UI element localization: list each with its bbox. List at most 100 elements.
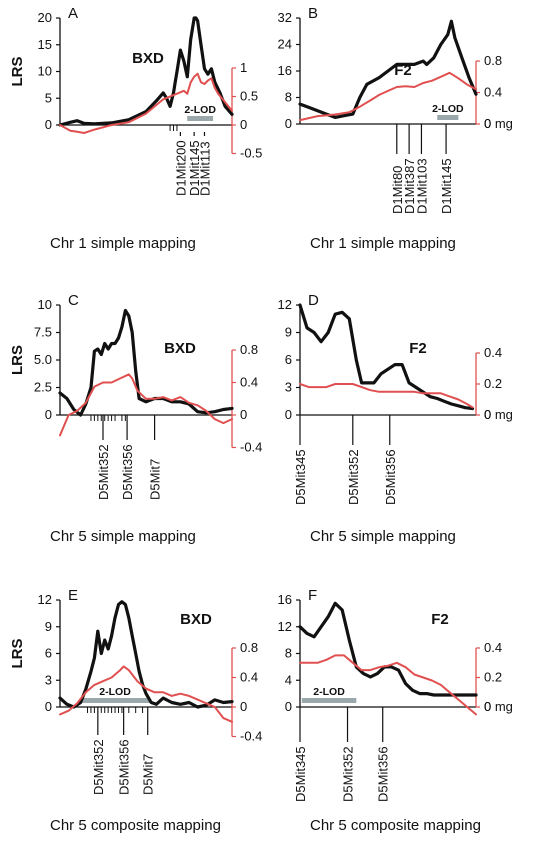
panel-caption: Chr 5 simple mapping	[50, 528, 196, 545]
lrs-series-line	[58, 308, 234, 417]
right-tick-label: 0.8	[240, 342, 258, 357]
marker-label: D5Mit345	[293, 746, 308, 802]
panel-letter: B	[308, 5, 318, 22]
right-tick-label: -0.4	[240, 440, 262, 455]
marker-label: D5Mit7	[141, 754, 156, 795]
panel-f: 0 4 8 12 16 0 0.2 0.4 0 mg F F2 D5Mit345 D5Mit352 D5M…	[278, 587, 513, 834]
right-tick-label: 0	[484, 407, 491, 422]
left-tick-label: 6	[45, 646, 52, 661]
left-tick-label: 12	[38, 592, 52, 607]
panel-title: F2	[431, 611, 449, 628]
left-tick-label: 24	[278, 37, 292, 52]
panel-letter: A	[68, 5, 78, 22]
left-tick-label: 0	[285, 699, 292, 714]
marker-label: D1Mit80	[390, 166, 405, 214]
right-tick-label: 0	[240, 407, 247, 422]
panel-letter: D	[308, 292, 319, 309]
right-tick-label: 0.4	[484, 640, 502, 655]
left-tick-label: 12	[278, 297, 292, 312]
marker-label: D1Mit113	[197, 141, 212, 196]
left-tick-label: 32	[278, 10, 292, 25]
right-tick-label: 0.4	[240, 375, 258, 390]
marker-label: D5Mit352	[341, 746, 356, 802]
left-tick-label: 5	[45, 90, 52, 105]
right-tick-label: 0.8	[240, 640, 258, 655]
panel-d: 0 3 6 9 12 0 0.2 0.4 0 mg D F2 D5Mit345 D5Mit352 D5Mi…	[278, 292, 513, 545]
lrs-series-line	[298, 19, 478, 120]
right-tick-label: 0.4	[240, 670, 258, 685]
left-tick-label: 0	[45, 699, 52, 714]
right-axis-unit: 0 mg	[484, 407, 513, 422]
right-tick-label: 0.2	[484, 376, 502, 391]
right-tick-label: 0.4	[484, 85, 502, 100]
lod-interval-bar	[437, 115, 459, 120]
effect-series-line	[299, 383, 474, 409]
effect-series-line	[59, 373, 233, 437]
left-tick-label: 20	[38, 10, 52, 25]
left-tick-label: 8	[285, 90, 292, 105]
right-tick-label: 1	[240, 60, 247, 75]
left-tick-label: 0	[285, 407, 292, 422]
right-tick-label: 0	[484, 699, 491, 714]
right-tick-label: 0.8	[484, 53, 502, 68]
panel-title: F2	[409, 340, 427, 357]
left-tick-label: 10	[38, 297, 52, 312]
panel-c: 0 2.5 5.0 7.5 10 -0.4 0 0.4 0.8 LRS C BXD D5Mit352 D5…	[9, 292, 262, 545]
marker-label: D5Mit356	[376, 746, 391, 802]
lod-label: 2-LOD	[313, 686, 345, 698]
panel-caption: Chr 5 composite mapping	[50, 817, 221, 834]
lod-label: 2-LOD	[99, 686, 131, 698]
marker-label: D1Mit387	[402, 158, 417, 214]
panel-title: BXD	[180, 611, 212, 628]
left-tick-label: 9	[45, 619, 52, 634]
left-tick-label: 12	[278, 619, 292, 634]
effect-series-line	[59, 665, 233, 723]
left-tick-label: 3	[285, 380, 292, 395]
effect-series-line	[299, 71, 477, 122]
panel-caption: Chr 5 simple mapping	[310, 528, 456, 545]
right-tick-label: -0.4	[240, 729, 262, 744]
marker-label: D1Mit145	[187, 140, 202, 196]
right-axis-unit: 0 mg	[484, 699, 513, 714]
left-tick-label: 0	[285, 116, 292, 131]
marker-label: D5Mit352	[91, 739, 106, 795]
marker-label: D5Mit352	[96, 444, 111, 500]
lod-interval-bar	[80, 698, 150, 703]
right-tick-label: 0	[240, 699, 247, 714]
left-tick-label: 16	[278, 63, 292, 78]
lod-interval-bar	[187, 116, 214, 121]
lrs-series-line	[58, 16, 234, 127]
marker-label: D5Mit356	[117, 739, 132, 795]
panel-letter: C	[68, 292, 79, 309]
left-tick-label: 6	[285, 352, 292, 367]
left-tick-label: 16	[278, 592, 292, 607]
panel-title: BXD	[164, 340, 196, 357]
marker-label: D1Mit103	[414, 158, 429, 214]
lrs-series-line	[298, 601, 478, 697]
y-axis-label: LRS	[9, 639, 26, 669]
y-axis-label: LRS	[9, 345, 26, 375]
panel-a: 0 5 10 15 20 -0.5 0 0.5 1 LRS A BXD D1Mit200D1Mit145…	[9, 5, 262, 252]
panel-caption: Chr 5 composite mapping	[310, 817, 481, 834]
left-tick-label: 3	[45, 672, 52, 687]
panel-letter: E	[68, 587, 78, 604]
panel-title: BXD	[132, 50, 164, 67]
right-axis-unit: 0 mg	[484, 116, 513, 131]
y-axis-label: LRS	[9, 57, 26, 87]
marker-label: D1Mit200	[173, 140, 188, 196]
panel-caption: Chr 1 simple mapping	[310, 235, 456, 252]
left-tick-label: 9	[285, 325, 292, 340]
left-tick-label: 0	[45, 117, 52, 132]
right-tick-label: 0	[240, 117, 247, 132]
right-tick-label: -0.5	[240, 146, 262, 161]
effect-series-line	[59, 72, 233, 134]
lod-label: 2-LOD	[432, 103, 464, 115]
lrs-series-line	[298, 303, 475, 411]
marker-label: D5Mit356	[120, 444, 135, 500]
marker-label: D5Mit356	[383, 449, 398, 505]
right-tick-label: 0.5	[240, 89, 258, 104]
left-tick-label: 15	[38, 37, 52, 52]
left-tick-label: 4	[285, 672, 292, 687]
marker-label: D1Mit145	[439, 158, 454, 214]
